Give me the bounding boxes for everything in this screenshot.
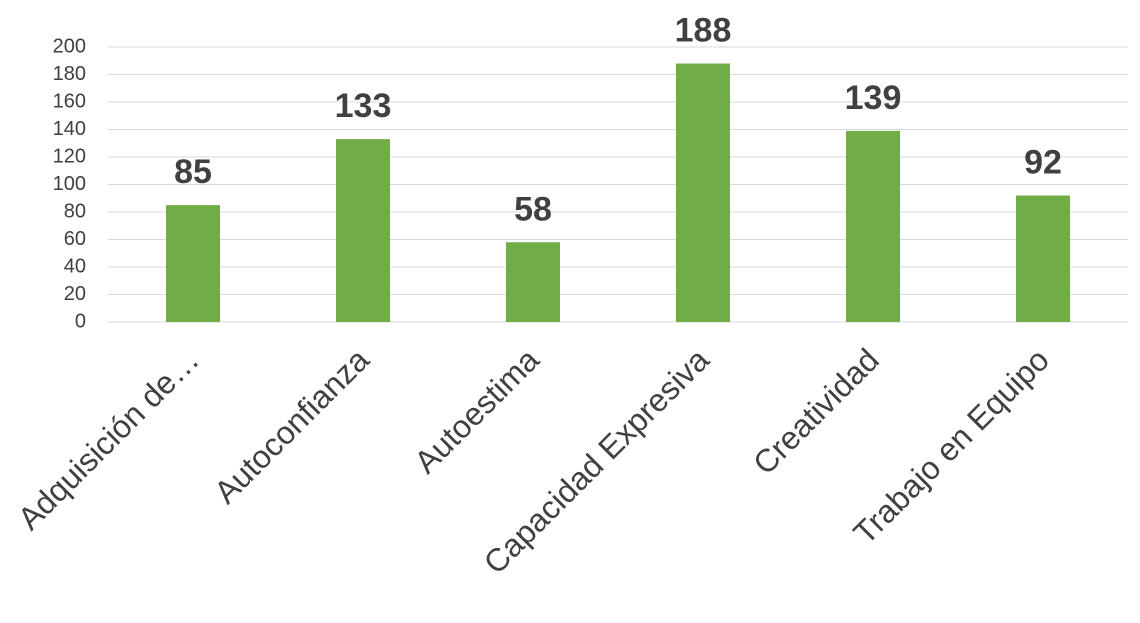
y-tick-label: 120: [53, 145, 86, 167]
bar: [506, 242, 560, 322]
data-labels: 85 133 58 188 139 92: [174, 12, 1062, 229]
y-tick-label: 100: [53, 173, 86, 195]
y-tick-label: 200: [53, 35, 86, 57]
category-label: Adquisición de…: [11, 341, 206, 536]
data-label: 133: [335, 87, 392, 125]
category-label: Autoestima: [407, 341, 546, 480]
y-tick-label: 20: [64, 283, 86, 305]
category-label: Autoconfianza: [207, 341, 376, 510]
y-tick-label: 140: [53, 118, 86, 140]
x-axis-categories: Adquisición de… Autoconfianza AutoestimaCa…: [11, 341, 1056, 580]
y-tick-label: 0: [75, 310, 86, 332]
y-tick-label: 80: [64, 200, 86, 222]
category-label: Creatividad: [746, 341, 886, 481]
bar: [846, 130, 900, 322]
data-label: 92: [1024, 144, 1062, 182]
y-axis-ticks: 0 20 40 60 80 100 120 140 160 180 200: [53, 35, 86, 332]
data-label: 85: [174, 153, 212, 191]
gridlines: [108, 46, 1128, 323]
data-label: 58: [514, 190, 552, 228]
bar: [1016, 195, 1070, 322]
bars: [166, 63, 1070, 322]
bar: [336, 139, 390, 322]
y-tick-label: 40: [64, 255, 86, 277]
y-tick-label: 180: [53, 63, 86, 85]
data-label: 139: [845, 79, 902, 117]
y-tick-label: 60: [64, 228, 86, 250]
bar: [676, 63, 730, 322]
data-label: 188: [675, 12, 732, 50]
bar: [166, 205, 220, 322]
y-tick-label: 160: [53, 90, 86, 112]
